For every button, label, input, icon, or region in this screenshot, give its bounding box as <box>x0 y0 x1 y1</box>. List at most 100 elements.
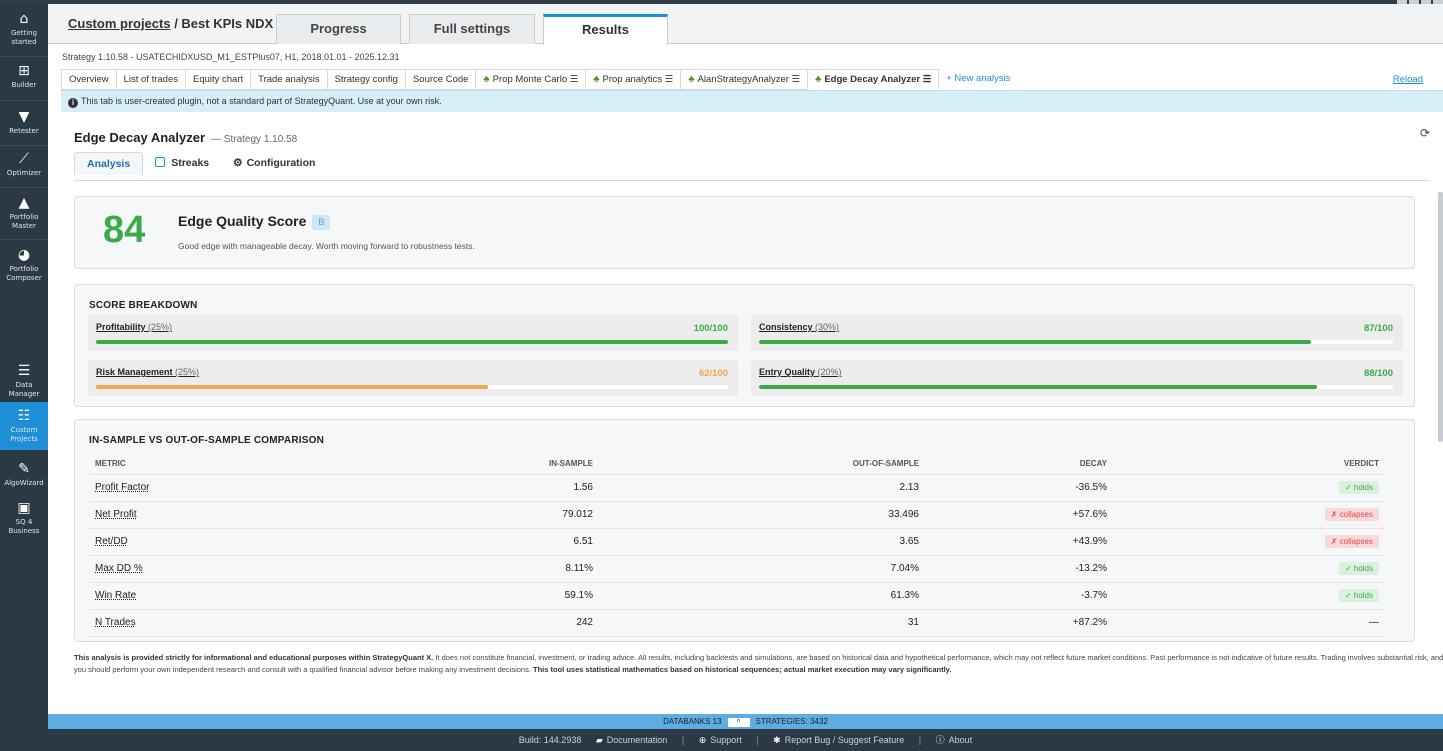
sidebar-item-optimizer[interactable]: ⟋ Optimizer <box>0 152 48 178</box>
metric-name[interactable]: Max DD % <box>89 555 429 583</box>
tab-progress[interactable]: Progress <box>276 14 401 44</box>
breakdown-bar-fill <box>759 340 1311 344</box>
databanks-count: DATABANKS 13 <box>663 717 722 726</box>
documentation-link[interactable]: ▰ Documentation <box>596 735 667 745</box>
footer-separator: | <box>756 735 759 745</box>
breakdown-name: Entry Quality <box>759 367 816 377</box>
sidebar-item-label: Custom Projects <box>10 426 38 443</box>
report-bug-link[interactable]: ✱ Report Bug / Suggest Feature <box>773 735 904 745</box>
breakdown-name: Consistency <box>759 322 813 332</box>
support-label: Support <box>710 735 742 745</box>
decay-value: +43.9% <box>925 528 1113 556</box>
verdict-badge: ✓ holds <box>1338 481 1379 494</box>
breakdown-score: 88/100 <box>1363 368 1393 379</box>
metric-name[interactable]: N Trades <box>89 609 429 637</box>
chevron-up-icon[interactable]: ^ <box>727 718 750 727</box>
out-of-sample-value: 61.3% <box>599 582 925 610</box>
home-icon: ⌂ <box>19 11 29 27</box>
breadcrumb-separator: / <box>170 16 182 31</box>
subtab-equity-chart[interactable]: Equity chart <box>184 69 251 90</box>
sidebar-item-algowizard[interactable]: ✎ AlgoWizard <box>0 462 48 488</box>
subtab-list-of-trades[interactable]: List of trades <box>115 69 185 90</box>
breakdown-title: SCORE BREAKDOWN <box>89 300 198 311</box>
metric-name[interactable]: Win Rate <box>89 582 429 610</box>
restore-button[interactable] <box>1421 0 1431 4</box>
breakdown-bar-track <box>759 340 1393 344</box>
plugin-icon: ♣ <box>815 74 822 85</box>
in-sample-value: 242 <box>429 609 599 637</box>
breadcrumb-current: Best KPIs NDX <box>181 16 274 31</box>
streaks-icon <box>155 157 166 167</box>
subtab-strategy-config[interactable]: Strategy config <box>326 69 405 90</box>
subtab-alan-strategy-analyzer[interactable]: ♣ AlanStrategyAnalyzer ☰ <box>680 69 808 90</box>
documentation-label: Documentation <box>606 735 668 745</box>
wand-icon: ✎ <box>18 461 30 477</box>
sidebar-item-label: Portfolio Master <box>9 213 39 230</box>
new-analysis-link[interactable]: + New analysis <box>939 69 1018 90</box>
subtab-source-code[interactable]: Source Code <box>404 69 476 90</box>
window-top-bar <box>0 0 1443 4</box>
plugin-icon: ♣ <box>593 74 600 85</box>
subtab-edge-decay-analyzer[interactable]: ♣ Edge Decay Analyzer ☰ <box>807 69 940 90</box>
breakdown-name: Profitability <box>96 322 146 332</box>
pie-chart-icon: ◕ <box>17 247 31 263</box>
metric-name[interactable]: Profit Factor <box>89 474 429 502</box>
column-header: VERDICT <box>1113 454 1385 475</box>
score-title: Edge Quality Score B <box>178 213 331 230</box>
score-value: 84 <box>103 209 146 251</box>
about-link[interactable]: ⓘ About <box>936 735 973 745</box>
decay-value: +87.2% <box>925 609 1113 637</box>
sidebar-item-label: Portfolio Composer <box>6 265 42 282</box>
subtab-prop-monte-carlo[interactable]: ♣ Prop Monte Carlo ☰ <box>475 69 586 90</box>
sidebar-item-portfolio-master[interactable]: ▲ Portfolio Master <box>0 196 48 231</box>
breakdown-weight: (20%) <box>817 367 842 377</box>
plugin-subtitle: — Strategy 1.10.58 <box>211 134 298 145</box>
tab-results[interactable]: Results <box>543 14 668 45</box>
sidebar-item-portfolio-composer[interactable]: ◕ Portfolio Composer <box>0 248 48 283</box>
disclaimer-text: It does not constitute financial, invest… <box>74 653 1443 674</box>
out-of-sample-value: 7.04% <box>599 555 925 583</box>
breakdown-score: 100/100 <box>693 323 728 334</box>
subtab-label: Prop analytics ☰ <box>602 74 674 85</box>
out-of-sample-value: 3.65 <box>599 528 925 556</box>
window-controls <box>1397 0 1443 4</box>
breakdown-score: 87/100 <box>1363 323 1393 334</box>
support-link[interactable]: ⊕ Support <box>699 735 742 745</box>
subtab-overview[interactable]: Overview <box>61 69 116 90</box>
sidebar-item-builder[interactable]: ⊞ Builder <box>0 64 48 90</box>
sidebar-item-retester[interactable]: ▼ Retester <box>0 110 48 136</box>
tabs-divider <box>74 180 1430 181</box>
metric-name[interactable]: Net Profit <box>89 501 429 529</box>
tab-analysis[interactable]: Analysis <box>74 152 144 177</box>
sidebar-item-data-manager[interactable]: ☰ Data Manager <box>0 364 48 399</box>
minimize-button[interactable] <box>1397 0 1407 4</box>
sidebar-item-label: AlgoWizard <box>4 479 44 487</box>
decay-value: -36.5% <box>925 474 1113 502</box>
support-icon: ⊕ <box>698 735 707 745</box>
breakdown-label: Profitability (25%) <box>96 322 172 332</box>
breakdown-item: Consistency (30%) 87/100 <box>751 315 1403 351</box>
sidebar-item-getting-started[interactable]: ⌂ Getting started <box>0 12 48 47</box>
tab-full-settings[interactable]: Full settings <box>409 14 535 44</box>
sidebar-item-custom-projects[interactable]: ☷ Custom Projects <box>0 402 54 450</box>
maximize-button[interactable] <box>1409 0 1419 4</box>
breakdown-label: Consistency (30%) <box>759 322 839 332</box>
disclaimer: This analysis is provided strictly for i… <box>74 652 1443 676</box>
sidebar-item-sq4-business[interactable]: ▣ SQ 4 Business <box>0 501 48 536</box>
in-sample-value: 8.11% <box>429 555 599 583</box>
subtab-trade-analysis[interactable]: Trade analysis <box>250 69 327 90</box>
column-header: DECAY <box>925 454 1113 475</box>
subtab-prop-analytics[interactable]: ♣ Prop analytics ☰ <box>585 69 681 90</box>
close-button[interactable] <box>1433 0 1443 4</box>
info-icon: i <box>68 98 78 108</box>
tab-streaks[interactable]: Streaks <box>143 152 221 177</box>
analysis-tabs: Analysis Streaks ⚙ Configuration <box>74 152 327 177</box>
reload-link[interactable]: Reload <box>1392 74 1423 85</box>
refresh-icon[interactable]: ⟳ <box>1419 126 1430 140</box>
tab-configuration[interactable]: ⚙ Configuration <box>221 152 327 177</box>
breadcrumb-link[interactable]: Custom projects <box>68 16 171 31</box>
metric-name[interactable]: Ret/DD <box>89 528 429 556</box>
grade-badge: B <box>312 215 331 230</box>
gear-icon: ⚙ <box>233 157 243 169</box>
scrollbar[interactable] <box>1438 192 1443 442</box>
